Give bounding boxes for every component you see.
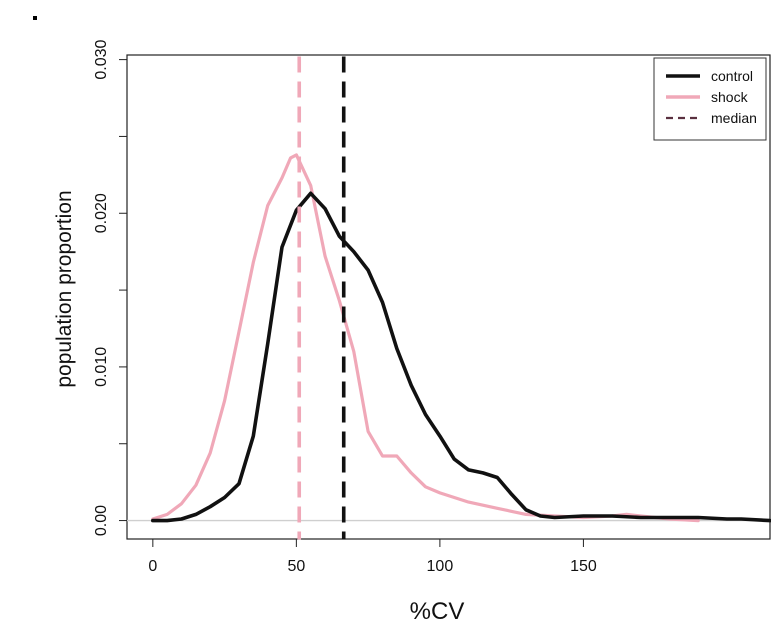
series-line-shock [151, 153, 700, 523]
y-tick-label: 0.00 [93, 505, 110, 536]
legend-label-shock: shock [711, 89, 749, 105]
y-tick-label: 0.010 [93, 347, 110, 387]
x-tick-label: 50 [287, 558, 305, 575]
x-tick-label: 150 [570, 558, 597, 575]
y-tick-label: 0.020 [93, 193, 110, 233]
x-tick-label: 0 [148, 558, 157, 575]
series-layer [151, 153, 771, 523]
legend-label-control: control [711, 68, 753, 84]
series-line-control [151, 191, 771, 523]
panel-marker-dot [33, 16, 37, 20]
x-tick-label: 100 [427, 558, 454, 575]
legend-box [653, 57, 767, 141]
x-axis: 0 50 100 150 [148, 539, 597, 575]
x-axis-label: %CV [410, 598, 465, 625]
y-tick-label: 0.030 [93, 39, 110, 79]
legend-label-median: median [711, 110, 757, 126]
plot-frame [126, 54, 771, 540]
y-axis: 0.00 0.010 0.020 0.030 [93, 39, 127, 536]
median-lines [297, 56, 346, 540]
y-axis-label: population proportion [53, 190, 76, 387]
legend: control shock median [653, 57, 767, 141]
